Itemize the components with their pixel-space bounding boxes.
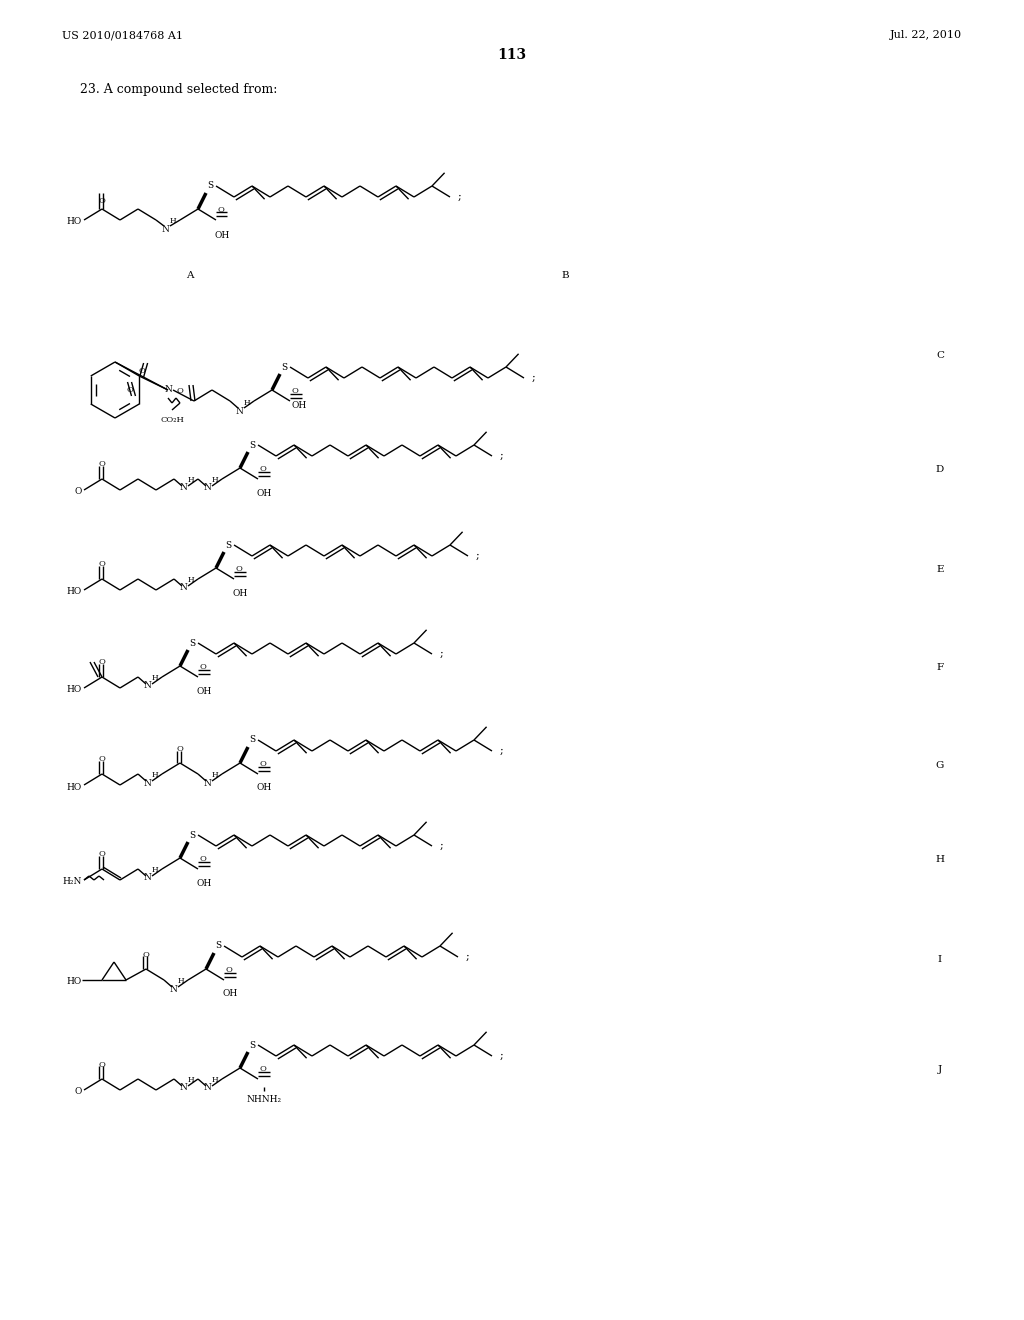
Text: H: H xyxy=(936,855,944,865)
Text: H: H xyxy=(187,477,195,484)
Text: O: O xyxy=(176,744,183,752)
Text: S: S xyxy=(249,735,255,744)
Text: F: F xyxy=(936,664,943,672)
Text: N: N xyxy=(161,224,169,234)
Text: E: E xyxy=(936,565,944,574)
Text: A: A xyxy=(186,271,194,280)
Text: OH: OH xyxy=(197,879,212,887)
Text: H: H xyxy=(212,477,218,484)
Text: ;: ; xyxy=(466,952,470,962)
Text: HO: HO xyxy=(67,783,82,792)
Text: S: S xyxy=(189,830,195,840)
Text: ;: ; xyxy=(476,550,480,561)
Text: ;: ; xyxy=(500,1051,504,1061)
Text: OH: OH xyxy=(197,686,212,696)
Text: O: O xyxy=(226,966,232,974)
Text: HO: HO xyxy=(67,978,82,986)
Text: S: S xyxy=(189,639,195,648)
Text: OH: OH xyxy=(232,589,248,598)
Text: N: N xyxy=(143,779,151,788)
Text: O: O xyxy=(260,1065,267,1073)
Text: S: S xyxy=(281,363,287,371)
Text: H: H xyxy=(244,399,250,407)
Text: H: H xyxy=(212,1076,218,1084)
Text: N: N xyxy=(203,779,211,788)
Text: O: O xyxy=(98,459,105,469)
Text: N: N xyxy=(143,874,151,883)
Text: O: O xyxy=(98,1061,105,1069)
Text: HO: HO xyxy=(67,685,82,694)
Text: O: O xyxy=(260,760,267,768)
Text: S: S xyxy=(249,441,255,450)
Text: N: N xyxy=(203,483,211,492)
Text: O: O xyxy=(176,387,183,395)
Text: O: O xyxy=(260,465,267,473)
Text: O: O xyxy=(200,663,207,671)
Text: H: H xyxy=(152,866,159,874)
Text: O: O xyxy=(200,855,207,863)
Text: J: J xyxy=(938,1065,942,1074)
Text: OH: OH xyxy=(292,401,307,411)
Text: ;: ; xyxy=(458,191,462,202)
Text: I: I xyxy=(938,956,942,965)
Text: OH: OH xyxy=(214,231,229,240)
Text: O: O xyxy=(292,387,299,395)
Text: O: O xyxy=(75,1088,82,1097)
Text: N: N xyxy=(203,1084,211,1093)
Text: HO: HO xyxy=(67,587,82,597)
Text: H: H xyxy=(152,771,159,779)
Text: O: O xyxy=(98,197,105,205)
Text: H: H xyxy=(178,977,184,985)
Text: N: N xyxy=(179,583,187,593)
Text: ;: ; xyxy=(440,649,443,659)
Text: S: S xyxy=(225,540,231,549)
Text: HO: HO xyxy=(67,218,82,227)
Text: H: H xyxy=(187,576,195,583)
Text: N: N xyxy=(164,385,172,395)
Text: ;: ; xyxy=(532,374,536,383)
Text: H₂N: H₂N xyxy=(62,878,82,887)
Text: G: G xyxy=(936,760,944,770)
Text: O: O xyxy=(236,565,243,573)
Text: ;: ; xyxy=(500,451,504,461)
Text: N: N xyxy=(236,407,243,416)
Text: N: N xyxy=(143,681,151,690)
Text: N: N xyxy=(169,985,177,994)
Text: H: H xyxy=(152,675,159,682)
Text: C: C xyxy=(936,351,944,359)
Text: B: B xyxy=(561,271,568,280)
Text: O: O xyxy=(98,560,105,568)
Text: O: O xyxy=(126,385,133,393)
Text: NHNH₂: NHNH₂ xyxy=(247,1094,282,1104)
Text: D: D xyxy=(936,466,944,474)
Text: H: H xyxy=(212,771,218,779)
Text: ;: ; xyxy=(440,841,443,851)
Text: S: S xyxy=(249,1040,255,1049)
Text: OH: OH xyxy=(256,488,271,498)
Text: OH: OH xyxy=(256,784,271,792)
Text: O: O xyxy=(75,487,82,496)
Text: Jul. 22, 2010: Jul. 22, 2010 xyxy=(890,30,962,40)
Text: 23. A compound selected from:: 23. A compound selected from: xyxy=(80,83,278,96)
Text: H: H xyxy=(187,1076,195,1084)
Text: O: O xyxy=(98,850,105,858)
Text: N: N xyxy=(179,1084,187,1093)
Text: S: S xyxy=(215,941,221,950)
Text: O: O xyxy=(218,206,225,214)
Text: O: O xyxy=(98,657,105,667)
Text: OH: OH xyxy=(222,990,238,998)
Text: CO₂H: CO₂H xyxy=(160,416,184,424)
Text: N: N xyxy=(179,483,187,492)
Text: H: H xyxy=(170,216,176,224)
Text: O: O xyxy=(98,755,105,763)
Text: US 2010/0184768 A1: US 2010/0184768 A1 xyxy=(62,30,183,40)
Text: O: O xyxy=(138,367,145,375)
Text: O: O xyxy=(142,950,150,960)
Text: ;: ; xyxy=(500,746,504,756)
Text: 113: 113 xyxy=(498,48,526,62)
Text: S: S xyxy=(207,181,213,190)
